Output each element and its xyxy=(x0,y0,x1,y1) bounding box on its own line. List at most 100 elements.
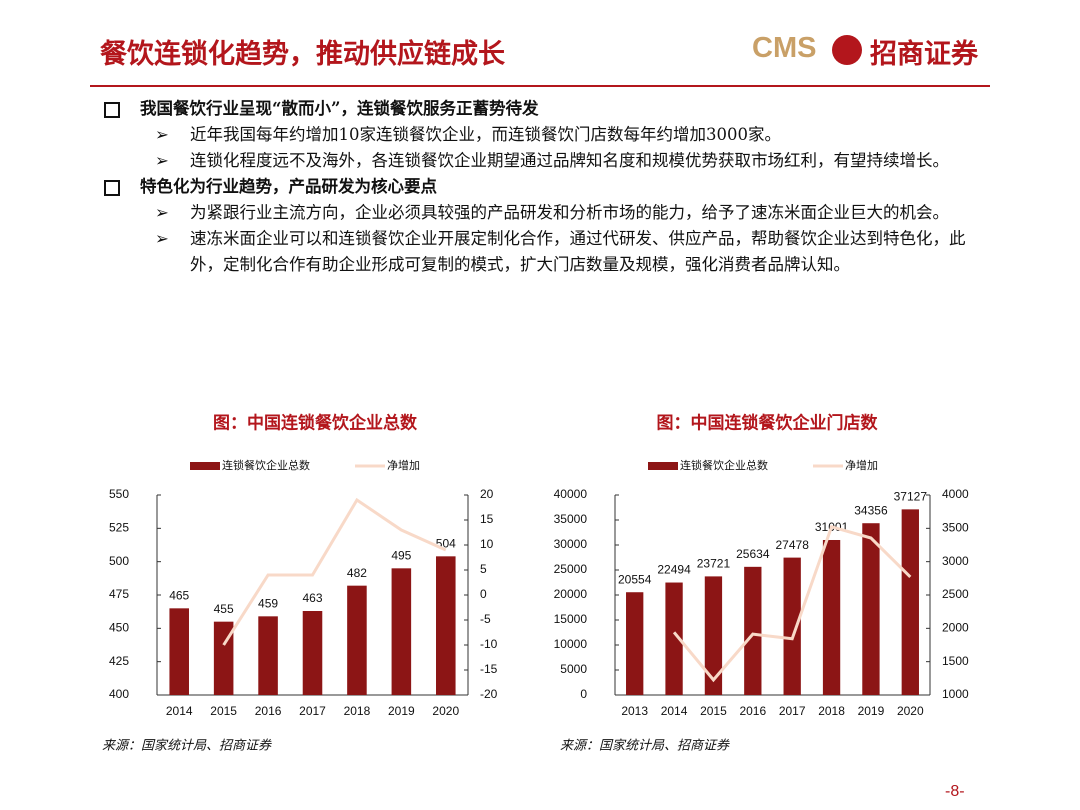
legend-label: 连锁餐饮企业总数 xyxy=(222,458,310,472)
y-tick-label: 0 xyxy=(580,687,587,701)
line xyxy=(222,497,447,646)
y-tick-label: 30000 xyxy=(554,537,588,551)
legend-swatch xyxy=(648,462,678,470)
y-tick-label: 15000 xyxy=(554,612,588,626)
y-tick-label: 525 xyxy=(109,521,129,535)
y2-tick-label: -10 xyxy=(480,637,498,651)
x-tick-label: 2014 xyxy=(661,704,688,718)
y-tick-label: 40000 xyxy=(554,487,588,501)
legend-label: 净增加 xyxy=(387,458,420,472)
y2-tick-label: 2000 xyxy=(942,621,969,635)
y2-tick-label: -5 xyxy=(480,612,491,626)
y2-tick-label: 10 xyxy=(480,537,494,551)
value-label: 482 xyxy=(347,566,367,580)
y2-tick-label: 5 xyxy=(480,562,487,576)
bar xyxy=(862,523,880,695)
chart-title: 图：中国连锁餐饮企业总数 xyxy=(213,413,418,434)
y2-tick-label: -20 xyxy=(480,687,498,701)
value-label: 463 xyxy=(302,591,322,605)
bar xyxy=(258,616,278,695)
value-label: 34356 xyxy=(854,503,888,517)
slide-title: 餐饮连锁化趋势，推动供应链成长 xyxy=(100,39,505,70)
logo-text: 招商证券 xyxy=(870,39,978,70)
y2-tick-label: 1500 xyxy=(942,654,969,668)
x-tick-label: 2013 xyxy=(621,704,648,718)
x-tick-label: 2017 xyxy=(779,704,806,718)
bar xyxy=(901,509,919,695)
x-tick-label: 2017 xyxy=(299,704,326,718)
y2-tick-label: 4000 xyxy=(942,487,969,501)
x-tick-label: 2019 xyxy=(858,704,885,718)
bullet-list: 我国餐饮行业呈现“散而小”，连锁餐饮服务正蓄势待发近年我国每年约增加10家连锁餐… xyxy=(100,96,980,278)
y2-tick-label: 3500 xyxy=(942,521,969,535)
x-tick-label: 2020 xyxy=(897,704,924,718)
y-tick-label: 425 xyxy=(109,654,129,668)
y-tick-label: 450 xyxy=(109,621,129,635)
y2-tick-label: -15 xyxy=(480,662,498,676)
page-number: -8- xyxy=(945,783,965,800)
value-label: 455 xyxy=(214,602,234,616)
section-heading: 我国餐饮行业呈现“散而小”，连锁餐饮服务正蓄势待发 xyxy=(100,96,980,122)
x-tick-label: 2014 xyxy=(166,704,193,718)
line xyxy=(672,524,912,683)
bar xyxy=(347,585,367,695)
y-tick-label: 400 xyxy=(109,687,129,701)
bullet-item: 连锁化程度远不及海外，各连锁餐饮企业期望通过品牌知名度和规模优势获取市场红利，有… xyxy=(100,148,970,174)
value-label: 27478 xyxy=(776,538,810,552)
x-tick-label: 2016 xyxy=(739,704,766,718)
bar xyxy=(783,557,801,695)
y-tick-label: 35000 xyxy=(554,512,588,526)
legend-swatch xyxy=(190,462,220,470)
y2-tick-label: 20 xyxy=(480,487,494,501)
bar xyxy=(744,566,762,695)
value-label: 20554 xyxy=(618,572,652,586)
y-tick-label: 20000 xyxy=(554,587,588,601)
y-tick-label: 500 xyxy=(109,554,129,568)
y2-tick-label: 3000 xyxy=(942,554,969,568)
value-label: 25634 xyxy=(736,547,770,561)
y2-tick-label: 1000 xyxy=(942,687,969,701)
chart-title: 图：中国连锁餐饮企业门店数 xyxy=(657,413,879,434)
bar xyxy=(626,592,644,695)
value-label: 465 xyxy=(169,589,189,603)
logo-text: CMS xyxy=(752,32,817,64)
x-tick-label: 2019 xyxy=(388,704,415,718)
bullet-item: 速冻米面企业可以和连锁餐饮企业开展定制化合作，通过代研发、供应产品，帮助餐饮企业… xyxy=(100,226,970,278)
y2-tick-label: 2500 xyxy=(942,587,969,601)
y-tick-label: 25000 xyxy=(554,562,588,576)
x-tick-label: 2015 xyxy=(210,704,237,718)
y2-tick-label: 0 xyxy=(480,587,487,601)
y-tick-label: 5000 xyxy=(560,662,587,676)
y-tick-label: 550 xyxy=(109,487,129,501)
value-label: 459 xyxy=(258,597,278,611)
bar xyxy=(822,539,841,695)
value-label: 495 xyxy=(391,549,411,563)
header-rule xyxy=(90,85,990,87)
source-note: 来源：国家统计局、招商证券 xyxy=(560,738,730,754)
legend-label: 连锁餐饮企业总数 xyxy=(680,458,768,472)
x-tick-label: 2016 xyxy=(255,704,282,718)
section-heading: 特色化为行业趋势，产品研发为核心要点 xyxy=(100,174,980,200)
bar xyxy=(169,608,189,695)
source-note: 来源：国家统计局、招商证券 xyxy=(102,738,272,754)
x-tick-label: 2018 xyxy=(344,704,371,718)
value-label: 22494 xyxy=(657,563,691,577)
bar xyxy=(665,582,683,695)
y-tick-label: 475 xyxy=(109,587,129,601)
bar xyxy=(391,568,412,695)
x-tick-label: 2018 xyxy=(818,704,845,718)
logo-icon xyxy=(832,35,862,65)
legend-label: 净增加 xyxy=(845,458,878,472)
bar xyxy=(704,576,723,695)
bar xyxy=(302,611,323,695)
bar xyxy=(436,556,456,695)
x-tick-label: 2020 xyxy=(432,704,459,718)
y-tick-label: 10000 xyxy=(554,637,588,651)
value-label: 23721 xyxy=(697,557,731,571)
bullet-item: 为紧跟行业主流方向，企业必须具较强的产品研发和分析市场的能力，给予了速冻米面企业… xyxy=(100,200,970,226)
x-tick-label: 2015 xyxy=(700,704,727,718)
bullet-item: 近年我国每年约增加10家连锁餐饮企业，而连锁餐饮门店数每年约增加3000家。 xyxy=(100,122,970,148)
value-label: 37127 xyxy=(894,490,928,504)
